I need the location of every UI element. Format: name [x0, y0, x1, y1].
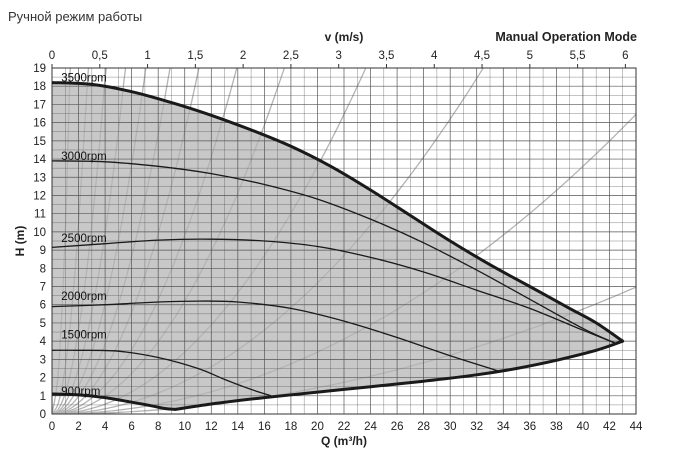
- page-heading: Ручной режим работы: [8, 9, 143, 24]
- grid: [51, 67, 637, 415]
- x-tick-label: 38: [550, 421, 563, 433]
- x-tick-label: 26: [391, 421, 404, 433]
- top-axis-title: v (m/s): [325, 30, 364, 44]
- x-tick-label: 10: [178, 421, 191, 433]
- y-tick-label: 14: [33, 154, 46, 166]
- curve-label-3000rpm: 3000rpm: [61, 151, 106, 163]
- x-tick-label: 40: [577, 421, 590, 433]
- y-tick-label: 13: [33, 172, 46, 184]
- curve-label-900rpm: 900rpm: [61, 386, 100, 398]
- x-tick-label: 22: [338, 421, 351, 433]
- speed-curves: [51, 81, 625, 411]
- y-tick-label: 12: [33, 190, 46, 202]
- velocity-line-8: [52, 68, 286, 414]
- curve-3000rpm: [51, 160, 616, 344]
- y-tick-label: 2: [40, 373, 46, 385]
- y-tick-label: 10: [33, 227, 46, 239]
- y-tick-label: 16: [33, 118, 46, 130]
- curve-labels: 3500rpm 3000rpm 2500rpm 2000rpm 1500rpm 900rp…: [61, 73, 106, 398]
- x-tick-label: 20: [311, 421, 324, 433]
- x-tick-label: 6: [128, 421, 134, 433]
- x-tick-label: 14: [231, 421, 244, 433]
- y-tick-label: 5: [40, 318, 46, 330]
- curve-900rpm: [51, 392, 176, 411]
- y-tick-label: 7: [40, 282, 46, 294]
- x-tick-label: 32: [470, 421, 483, 433]
- top-tick-label: 2: [240, 50, 246, 62]
- mode-label: Manual Operation Mode: [495, 30, 637, 44]
- curve-3500rpm: [51, 81, 624, 343]
- y-tick-label: 3: [40, 354, 46, 366]
- curve-label-3500rpm: 3500rpm: [61, 73, 106, 85]
- plot-frame: [51, 67, 637, 415]
- x-tick-label: 12: [205, 421, 218, 433]
- envelope-area: [52, 82, 623, 410]
- y-tick-label: 18: [33, 81, 46, 93]
- x-tick-label: 24: [364, 421, 377, 433]
- top-tick-label: 1: [144, 50, 150, 62]
- y-tick-label: 11: [34, 209, 46, 221]
- top-tick-label: 5,5: [570, 50, 586, 62]
- x-tick-label: 44: [630, 421, 643, 433]
- x-axis-title: Q (m³/h): [321, 434, 367, 448]
- curve-label-2500rpm: 2500rpm: [61, 233, 106, 245]
- envelope-fill: [52, 82, 623, 410]
- y-tick-label: 0: [40, 409, 46, 421]
- y-tick-label: 6: [40, 300, 46, 312]
- top-tick-label: 0,5: [92, 50, 108, 62]
- curve-label-2000rpm: 2000rpm: [61, 291, 106, 303]
- top-tick-label: 2,5: [283, 50, 299, 62]
- x-tick-label: 42: [603, 421, 616, 433]
- y-tick-label: 19: [33, 63, 46, 75]
- velocity-line-5: [52, 68, 171, 414]
- y-tick-label: 15: [33, 136, 46, 148]
- top-tick-label: 4: [431, 50, 438, 62]
- top-tick-label: 5: [527, 50, 533, 62]
- x-tick-label: 0: [49, 421, 55, 433]
- y-axis-title: H (m): [13, 226, 27, 257]
- top-tick-label: 3,5: [378, 50, 394, 62]
- x-tick-label: 30: [444, 421, 457, 433]
- x-tick-label: 34: [497, 421, 510, 433]
- curve-1500rpm: [51, 349, 272, 397]
- curve-label-1500rpm: 1500rpm: [61, 329, 106, 341]
- y-tick-label: 4: [40, 336, 47, 348]
- x-tick-label: 18: [285, 421, 298, 433]
- y-tick-label: 17: [33, 99, 46, 111]
- y-tick-label: 8: [40, 263, 46, 275]
- y-tick-label: 1: [40, 391, 46, 403]
- x-tick-label: 2: [75, 421, 81, 433]
- top-axis-ticks: 0 0,5 1 1,5 2 2,5 3 3,5 4 4,5 5 5,5 6: [49, 50, 629, 68]
- top-tick-label: 1,5: [187, 50, 203, 62]
- x-axis-ticks: 0 2 4 6 8 10 12 14 16 18 20 22 24 26 28 30 32 34 36 38 40 42 4…: [49, 421, 643, 433]
- top-tick-label: 3: [335, 50, 341, 62]
- x-tick-label: 8: [155, 421, 161, 433]
- x-tick-label: 16: [258, 421, 271, 433]
- y-tick-label: 9: [40, 245, 46, 257]
- curve-2500rpm: [51, 238, 616, 344]
- velocity-line-7: [52, 68, 238, 414]
- x-tick-label: 4: [102, 421, 109, 433]
- top-tick-label: 6: [622, 50, 628, 62]
- velocity-line-6: [52, 68, 200, 414]
- top-tick-label: 0: [49, 50, 55, 62]
- minimum-curve: [173, 339, 625, 411]
- x-tick-label: 36: [523, 421, 536, 433]
- top-tick-label: 4,5: [474, 50, 490, 62]
- curve-2000rpm: [51, 300, 500, 372]
- x-tick-label: 28: [417, 421, 430, 433]
